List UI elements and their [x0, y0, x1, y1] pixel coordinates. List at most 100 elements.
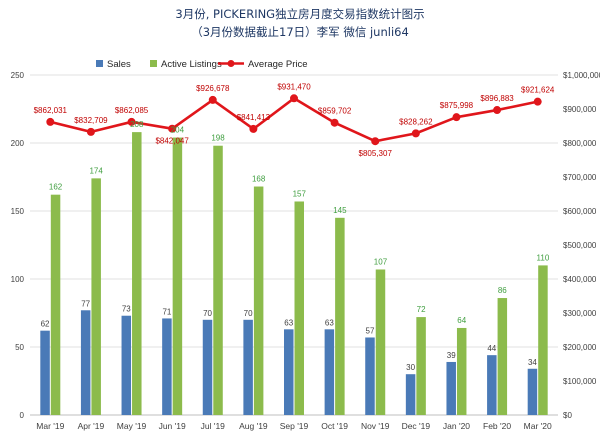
- active-listings-bar: [335, 217, 345, 415]
- active-listings-data-label: 110: [537, 253, 550, 262]
- active-listings-bar: [172, 137, 183, 415]
- y-left-tick-label: 250: [11, 71, 25, 80]
- y-right-tick-label: $100,000: [563, 377, 597, 386]
- x-tick-label: Sep '19: [280, 421, 309, 431]
- sales-bar: [162, 318, 172, 415]
- x-tick-label: May '19: [117, 421, 147, 431]
- sales-data-label: 57: [366, 326, 375, 335]
- sales-data-label: 70: [244, 309, 253, 318]
- sales-bar: [284, 329, 294, 415]
- average-price-marker: [411, 129, 420, 138]
- active-listings-data-label: 198: [211, 134, 225, 143]
- average-price-data-label: $931,470: [277, 82, 311, 91]
- active-listings-bar: [294, 201, 304, 415]
- average-price-marker: [86, 127, 95, 136]
- sales-bar: [365, 337, 375, 415]
- active-listings-bar: [375, 269, 386, 415]
- active-listings-bar: [50, 194, 61, 415]
- average-price-data-label: $862,031: [34, 106, 68, 115]
- sales-data-label: 63: [325, 318, 334, 327]
- average-price-marker: [208, 95, 217, 104]
- average-price-marker: [533, 97, 542, 106]
- sales-data-label: 73: [122, 305, 131, 314]
- x-tick-label: Oct '19: [321, 421, 348, 431]
- y-left-tick-label: 150: [11, 207, 25, 216]
- active-listings-data-label: 162: [49, 183, 63, 192]
- x-tick-label: Jan '20: [443, 421, 470, 431]
- legend-marker: [227, 60, 235, 67]
- x-tick-label: Mar '20: [524, 421, 552, 431]
- sales-data-label: 70: [203, 309, 212, 318]
- y-left-tick-label: 0: [20, 411, 25, 420]
- y-left-tick-label: 200: [11, 139, 25, 148]
- active-listings-data-label: 174: [89, 166, 103, 175]
- average-price-marker: [452, 113, 461, 122]
- legend-swatch: [96, 60, 103, 67]
- legend-swatch: [150, 60, 157, 67]
- y-right-tick-label: $0: [563, 411, 572, 420]
- active-listings-data-label: 64: [457, 316, 466, 325]
- sales-bar: [487, 355, 497, 415]
- active-listings-bar: [253, 186, 264, 415]
- x-tick-label: Nov '19: [361, 421, 390, 431]
- legend-label: Sales: [107, 59, 131, 70]
- average-price-data-label: $926,678: [196, 84, 230, 93]
- active-listings-bar: [416, 317, 426, 415]
- active-listings-bar: [132, 132, 142, 415]
- active-listings-data-label: 86: [498, 286, 507, 295]
- active-listings-bar: [497, 298, 508, 415]
- active-listings-data-label: 145: [333, 206, 347, 215]
- sales-data-label: 34: [528, 358, 537, 367]
- average-price-data-label: $862,085: [115, 106, 149, 115]
- y-right-tick-label: $300,000: [563, 309, 597, 318]
- active-listings-bar: [456, 327, 467, 415]
- y-left-tick-label: 50: [15, 343, 24, 352]
- active-listings-data-label: 208: [130, 120, 144, 129]
- average-price-data-label: $859,702: [318, 107, 352, 116]
- average-price-data-label: $875,998: [440, 101, 474, 110]
- x-tick-label: Jun '19: [159, 421, 186, 431]
- bars: [40, 132, 548, 415]
- average-price-data-label: $832,709: [74, 116, 108, 125]
- sales-bar: [324, 329, 335, 415]
- x-tick-label: Aug '19: [239, 421, 268, 431]
- sales-data-label: 63: [284, 318, 293, 327]
- legend-label: Average Price: [248, 59, 308, 70]
- average-price-data-label: $921,624: [521, 86, 555, 95]
- sales-data-label: 30: [406, 363, 415, 372]
- active-listings-data-label: 204: [171, 126, 185, 135]
- sales-bar: [40, 330, 50, 415]
- y-right-tick-label: $1,000,000: [563, 71, 600, 80]
- sales-bar: [527, 368, 538, 415]
- active-listings-data-label: 168: [252, 175, 266, 184]
- chart-title-line-2: （3月份数据截止17日）李军 微信 junli64: [191, 25, 409, 39]
- active-listings-bar: [91, 178, 101, 415]
- average-price-marker: [371, 137, 380, 146]
- average-price-marker: [249, 124, 258, 133]
- average-price-data-label: $841,413: [237, 113, 271, 122]
- chart-title-line-1: 3月份, PICKERING独立房月度交易指数统计图示: [175, 7, 424, 21]
- active-listings-bar: [538, 265, 548, 415]
- sales-data-label: 77: [81, 299, 90, 308]
- legend-label: Active Listings: [161, 59, 222, 70]
- x-tick-label: Apr '19: [78, 421, 105, 431]
- price-line: [46, 94, 542, 146]
- sales-bar: [446, 361, 456, 415]
- y-right-tick-label: $200,000: [563, 343, 597, 352]
- y-right-tick-label: $600,000: [563, 207, 597, 216]
- average-price-marker: [168, 124, 177, 133]
- x-tick-label: Feb '20: [483, 421, 511, 431]
- average-price-marker: [290, 94, 298, 103]
- axes: 0 50 100 150 200 250 $0 $100,000 $200,000 $300,00…: [11, 71, 600, 431]
- active-listings-data-label: 157: [293, 189, 307, 198]
- gridlines: [30, 74, 558, 416]
- y-right-tick-label: $500,000: [563, 241, 597, 250]
- y-right-tick-label: $700,000: [563, 173, 597, 182]
- x-tick-label: Dec '19: [402, 421, 431, 431]
- y-left-tick-label: 100: [11, 275, 25, 284]
- sales-bar: [202, 319, 213, 415]
- sales-data-label: 39: [447, 351, 456, 360]
- active-listings-bar: [213, 145, 223, 415]
- average-price-marker: [493, 106, 502, 115]
